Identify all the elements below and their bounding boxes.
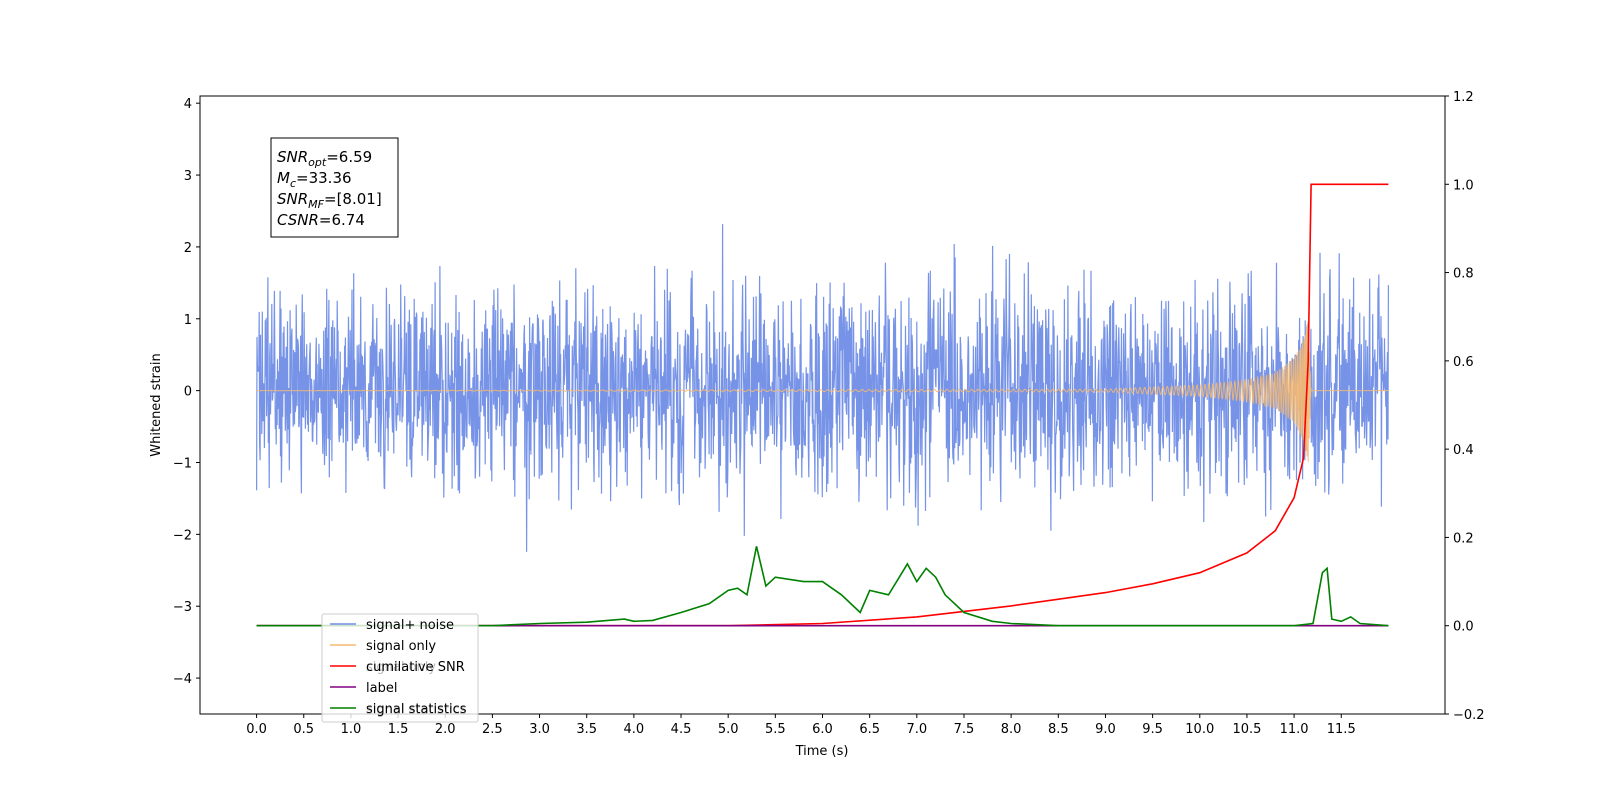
x-tick-label: 2.5 [482,722,503,737]
x-tick-label: 8.0 [1001,722,1022,737]
y2-axis-ticks: −0.2 0.0 0.2 0.4 0.6 0.8 1.0 1.2 [1445,90,1485,723]
y2-tick-label: 0.4 [1453,443,1474,458]
x-tick-label: 11.5 [1327,722,1356,737]
annotation-line: CSNR=6.74 [277,211,365,229]
y-axis-ticks: −4 −3 −2 −1 0 1 2 3 4 [173,97,200,687]
x-tick-label: 0.5 [293,722,314,737]
x-tick-label: 1.5 [388,722,409,737]
x-tick-label: 5.0 [718,722,739,737]
legend-shadow-text: signal only [366,660,436,675]
y-tick-label: 4 [184,97,192,112]
series-cumilative-snr [256,183,1389,627]
y2-tick-label: 0.0 [1453,620,1474,635]
x-tick-label: 11.0 [1280,722,1309,737]
legend-label: signal+ noise [366,618,454,633]
legend-label: label [366,681,397,696]
y2-tick-label: 1.0 [1453,178,1474,193]
x-tick-label: 8.5 [1048,722,1069,737]
y2-tick-label: −0.2 [1453,708,1485,723]
y-tick-label: 1 [184,313,192,328]
x-tick-label: 7.5 [954,722,975,737]
x-tick-label: 10.5 [1232,722,1261,737]
y2-tick-label: 0.2 [1453,531,1474,546]
legend-shadow-text: signal statistics [366,703,467,718]
x-tick-label: 3.5 [576,722,597,737]
y2-tick-label: 1.2 [1453,90,1474,105]
series-signal-plus-noise [256,224,1389,552]
x-tick-label: 4.5 [671,722,692,737]
x-tick-label: 4.0 [624,722,645,737]
y-tick-label: 2 [184,241,192,256]
x-tick-label: 9.0 [1095,722,1116,737]
series-signal-only [256,321,1389,462]
x-tick-label: 7.0 [906,722,927,737]
y-tick-label: 0 [184,385,192,400]
x-tick-label: 9.5 [1142,722,1163,737]
x-tick-label: 10.0 [1185,722,1214,737]
y-tick-label: −2 [173,528,192,543]
annotation-line: SNRMF=[8.01] [277,190,382,211]
x-tick-label: 2.0 [435,722,456,737]
x-tick-label: 0.0 [246,722,267,737]
legend-label: signal only [366,639,436,654]
x-axis-ticks: 0.0 0.5 1.0 1.5 2.0 2.5 3.0 3.5 4.0 4.5 5.0 5.5 6.0 6… [246,714,1356,737]
annotation-line: Mc=33.36 [277,169,352,190]
legend-label: signal statistics [366,702,467,717]
y-tick-label: −3 [173,600,192,615]
x-tick-label: 3.0 [529,722,550,737]
annotation-line: SNRopt=6.59 [277,148,372,169]
plot-layer [256,183,1389,627]
y-tick-label: −4 [173,672,192,687]
x-axis-label: Time (s) [795,744,849,759]
y-tick-label: −1 [173,456,192,471]
legend-label: cumilative SNR [366,660,465,675]
legend: signal only signal statistics signal+ nois… [321,613,479,723]
y-tick-label: 3 [184,169,192,184]
x-tick-label: 6.5 [859,722,880,737]
x-tick-label: 1.0 [341,722,362,737]
y2-tick-label: 0.8 [1453,267,1474,282]
series-signal-statistics [256,546,1389,627]
x-tick-label: 6.0 [812,722,833,737]
y-axis-label: Whitened strain [149,353,164,456]
y2-tick-label: 0.6 [1453,355,1474,370]
x-tick-label: 5.5 [765,722,786,737]
